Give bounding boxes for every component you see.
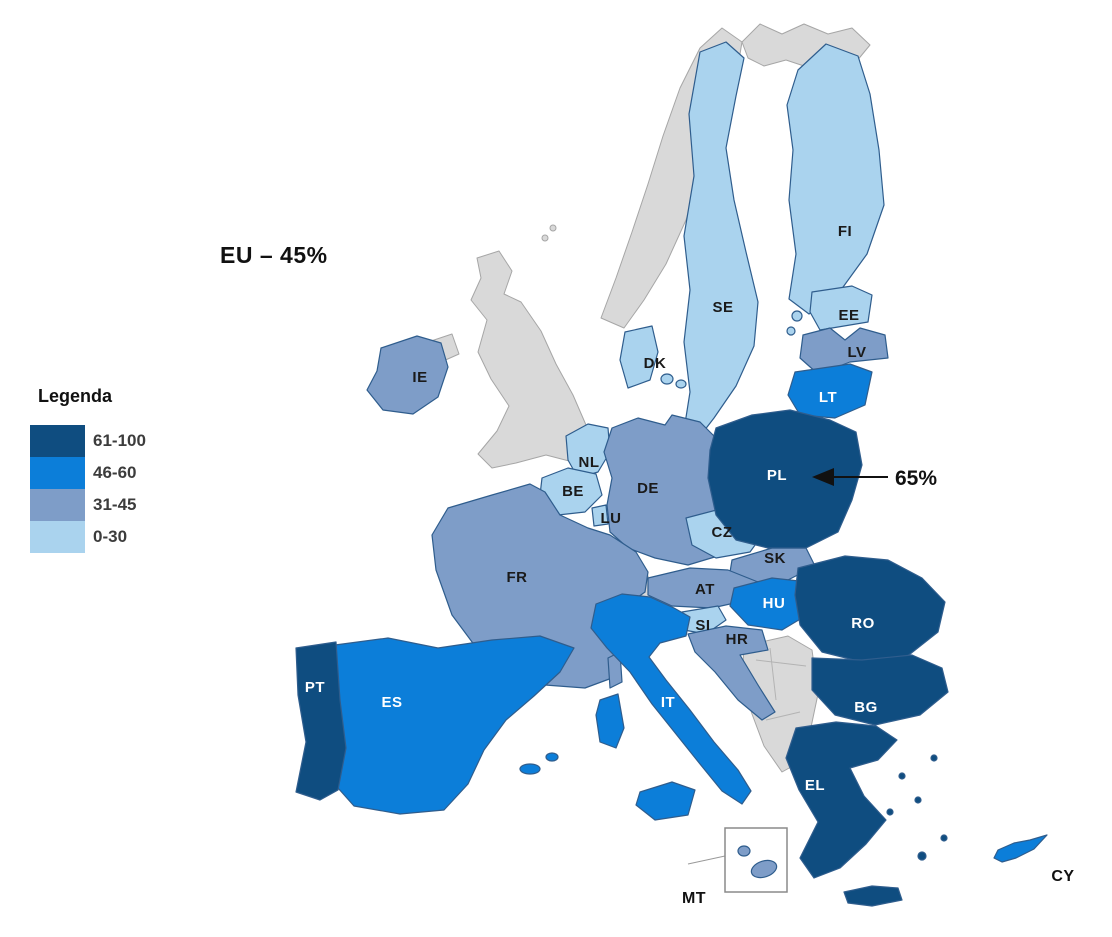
balearic-isle <box>519 763 541 775</box>
legend-label-0-30: 0-30 <box>93 527 128 546</box>
eu-countries <box>295 41 1048 907</box>
eu-average-label: EU – 45% <box>220 242 328 268</box>
callout-arrow-head <box>812 468 834 486</box>
label-pt: PT <box>305 679 325 696</box>
aegean-isle <box>930 754 938 762</box>
balkan-border <box>765 711 801 721</box>
aegean-isle <box>940 834 948 842</box>
country-ee-shape <box>809 285 873 331</box>
balkan-border <box>769 647 777 701</box>
shetland-isle <box>541 234 549 242</box>
crete-isle <box>843 885 903 907</box>
country-ie-shape <box>366 335 449 415</box>
danish-isle <box>660 373 674 385</box>
label-cz: CZ <box>712 524 733 541</box>
country-dk-shape <box>619 325 659 389</box>
label-se: SE <box>712 299 733 316</box>
balkan-border <box>755 659 807 667</box>
country-pl-shape <box>707 409 863 549</box>
label-cy: CY <box>1051 868 1074 885</box>
gozo-isle <box>737 845 751 857</box>
country-se-shape <box>683 41 759 441</box>
legend-title: Legenda <box>38 386 113 406</box>
country-lu-shape <box>591 504 609 527</box>
estonian-isle <box>791 310 803 322</box>
aegean-isle <box>917 851 927 861</box>
label-be: BE <box>562 483 584 500</box>
legend-swatch-61-100 <box>30 425 85 457</box>
country-es-shape <box>334 635 575 815</box>
malta-inset-box <box>724 827 788 893</box>
country-cy-shape <box>993 834 1048 863</box>
country-ro-shape <box>794 555 946 663</box>
label-ro: RO <box>851 615 875 632</box>
label-ie: IE <box>412 369 427 386</box>
balearic-isle <box>545 752 559 762</box>
legend-swatch-46-60 <box>30 457 85 489</box>
label-de: DE <box>637 480 659 497</box>
label-pl: PL <box>767 467 787 484</box>
aegean-isle <box>914 796 922 804</box>
label-si: SI <box>695 617 710 634</box>
country-uk-shape <box>470 250 592 469</box>
country-it-shape <box>590 593 752 805</box>
label-fr: FR <box>507 569 528 586</box>
label-hr: HR <box>726 631 749 648</box>
label-ee: EE <box>838 307 859 324</box>
legend-label-61-100: 61-100 <box>93 431 146 450</box>
label-hu: HU <box>763 595 786 612</box>
country-el-shape <box>785 721 898 879</box>
aegean-isle <box>886 808 894 816</box>
malta-connector-line <box>687 855 726 865</box>
country-hr-shape <box>687 625 776 721</box>
label-fi: FI <box>838 223 852 240</box>
country-lv-shape <box>799 327 889 375</box>
danish-isle <box>675 379 687 389</box>
poland-callout: 65% <box>812 467 937 490</box>
label-it: IT <box>661 694 675 711</box>
label-el: EL <box>805 777 825 794</box>
callout-value: 65% <box>895 467 937 490</box>
legend-swatches <box>30 425 85 553</box>
label-es: ES <box>381 694 402 711</box>
shetland-isle <box>549 224 557 232</box>
country-bg-shape <box>811 654 949 726</box>
label-bg: BG <box>854 699 878 716</box>
country-hu-shape <box>729 577 813 631</box>
label-dk: DK <box>644 355 667 372</box>
country-nl-shape <box>565 423 611 479</box>
legend-labels: 61-100 46-60 31-45 0-30 <box>93 425 146 553</box>
legend-label-46-60: 46-60 <box>93 463 137 482</box>
label-lv: LV <box>847 344 866 361</box>
legend-label-31-45: 31-45 <box>93 495 137 514</box>
legend: Legenda 61-100 46-60 31-45 0-30 <box>30 386 220 553</box>
sardinia-isle <box>595 693 625 749</box>
aegean-isle <box>898 772 906 780</box>
estonian-isle <box>786 326 796 336</box>
malta-isle <box>750 859 778 879</box>
malta-inset-islands <box>737 845 778 879</box>
country-lt-shape <box>787 363 873 419</box>
label-lt: LT <box>819 389 837 406</box>
country-fi-shape <box>786 43 885 315</box>
label-nl: NL <box>579 454 600 471</box>
legend-swatch-31-45 <box>30 489 85 521</box>
label-mt: MT <box>682 890 706 907</box>
country-labels: SE FI EE LV LT DK IE NL BE LU DE CZ SK A… <box>305 223 1074 907</box>
label-sk: SK <box>764 550 786 567</box>
country-pt-shape <box>295 641 347 801</box>
legend-swatch-0-30 <box>30 521 85 553</box>
sicily-isle <box>635 781 696 821</box>
label-at: AT <box>695 581 715 598</box>
label-lu: LU <box>601 510 622 527</box>
